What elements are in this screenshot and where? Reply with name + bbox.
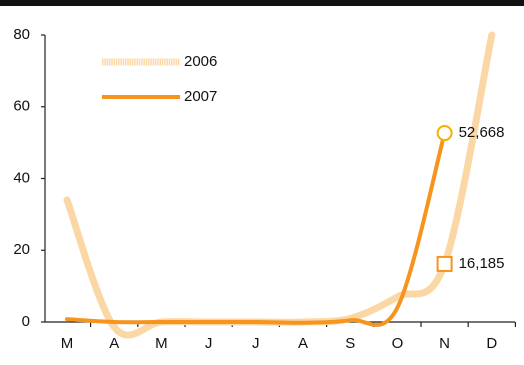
data-label: 52,668 [459,124,505,141]
point-marker [436,255,453,272]
x-tick-label: J [252,335,260,352]
y-tick-label: 40 [13,169,30,186]
data-label: 16,185 [459,255,505,272]
header-bar [0,0,524,6]
x-tick-label: N [439,335,450,352]
point-marker [436,125,453,142]
x-tick-label: M [155,335,168,352]
legend-label: 2007 [184,88,217,105]
x-tick-label: O [392,335,404,352]
x-tick-label: M [61,335,74,352]
series-line [63,31,496,339]
y-tick-label: 60 [13,98,30,115]
y-tick-label: 20 [13,241,30,258]
x-tick-label: J [205,335,213,352]
x-tick-label: S [345,335,355,352]
y-tick-label: 80 [13,26,30,43]
x-tick-label: D [486,335,497,352]
x-tick-label: A [109,335,119,352]
legend-label: 2006 [184,53,217,70]
y-tick-label: 0 [22,313,30,330]
x-tick-label: A [298,335,308,352]
series-line [65,131,447,327]
